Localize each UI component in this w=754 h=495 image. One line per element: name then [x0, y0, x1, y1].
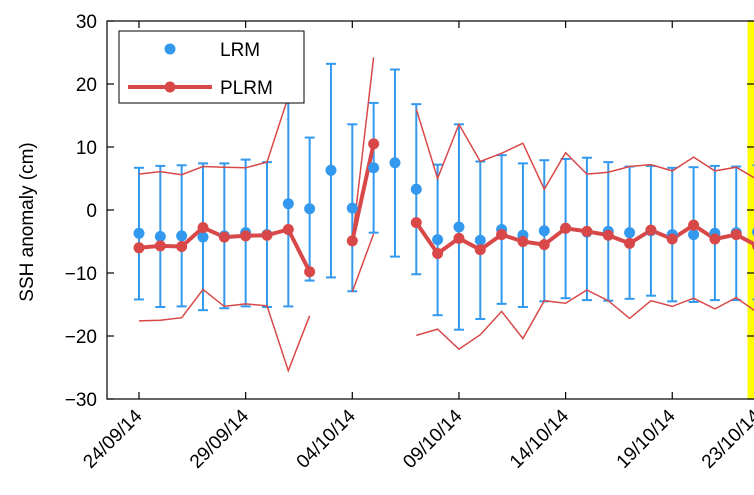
legend-marker-plrm	[165, 82, 176, 93]
lrm-point	[368, 162, 379, 173]
x-tick-label: 04/10/14	[293, 405, 360, 472]
plrm-point	[304, 266, 315, 277]
plrm-point	[283, 224, 294, 235]
plrm-point	[411, 217, 422, 228]
legend-marker-lrm	[165, 44, 176, 55]
x-tick-label: 09/10/14	[399, 405, 466, 472]
lrm-point	[539, 225, 550, 236]
plrm-point	[197, 222, 208, 233]
plrm-point	[731, 229, 742, 240]
plrm-point	[645, 225, 656, 236]
x-tick-label: 29/09/14	[186, 405, 253, 472]
plrm-point	[581, 226, 592, 237]
lrm-point	[304, 203, 315, 214]
plrm-point	[155, 240, 166, 251]
plrm-point	[517, 236, 528, 247]
lrm-point	[155, 231, 166, 242]
lrm-point	[688, 229, 699, 240]
plrm-point	[453, 233, 464, 244]
legend-label-plrm: PLRM	[220, 78, 273, 99]
lrm-point	[432, 234, 443, 245]
y-tick-label: 10	[76, 138, 97, 159]
y-tick-label: 20	[76, 75, 97, 96]
plrm-point	[432, 248, 443, 259]
plrm-point	[261, 230, 272, 241]
lrm-point	[134, 228, 145, 239]
y-tick-label: −10	[65, 264, 97, 285]
y-tick-label: −30	[65, 390, 97, 411]
plrm-point	[539, 239, 550, 250]
lrm-point	[475, 235, 486, 246]
lrm-point	[453, 222, 464, 233]
legend-label-lrm: LRM	[220, 40, 260, 61]
plrm-point	[368, 138, 379, 149]
y-tick-label: 30	[76, 12, 97, 33]
y-axis-label: SSH anomaly (cm)	[17, 142, 38, 301]
y-tick-label: −20	[65, 327, 97, 348]
lrm-point	[624, 227, 635, 238]
plrm-point	[603, 230, 614, 241]
lrm-point	[176, 230, 187, 241]
lrm-point	[389, 157, 400, 168]
plrm-point	[496, 229, 507, 240]
plrm-point	[667, 233, 678, 244]
x-tick-label: 24/09/14	[79, 405, 146, 472]
legend-box	[119, 31, 304, 103]
plrm-point	[688, 220, 699, 231]
lrm-point	[411, 184, 422, 195]
y-tick-label: 0	[86, 201, 97, 222]
plrm-point	[475, 244, 486, 255]
x-tick-label: 14/10/14	[506, 405, 573, 472]
plrm-point	[240, 230, 251, 241]
plrm-point	[134, 242, 145, 253]
plrm-point	[347, 235, 358, 246]
plrm-point	[176, 241, 187, 252]
lrm-point	[197, 232, 208, 243]
lrm-point	[325, 165, 336, 176]
x-tick-label: 23/10/14	[698, 405, 754, 472]
plrm-point	[219, 232, 230, 243]
plrm-point	[709, 233, 720, 244]
lrm-point	[347, 203, 358, 214]
plrm-point	[624, 238, 635, 249]
x-tick-label: 19/10/14	[613, 405, 680, 472]
plrm-point	[560, 223, 571, 234]
lrm-point	[283, 198, 294, 209]
legend: LRM PLRM	[119, 31, 304, 103]
